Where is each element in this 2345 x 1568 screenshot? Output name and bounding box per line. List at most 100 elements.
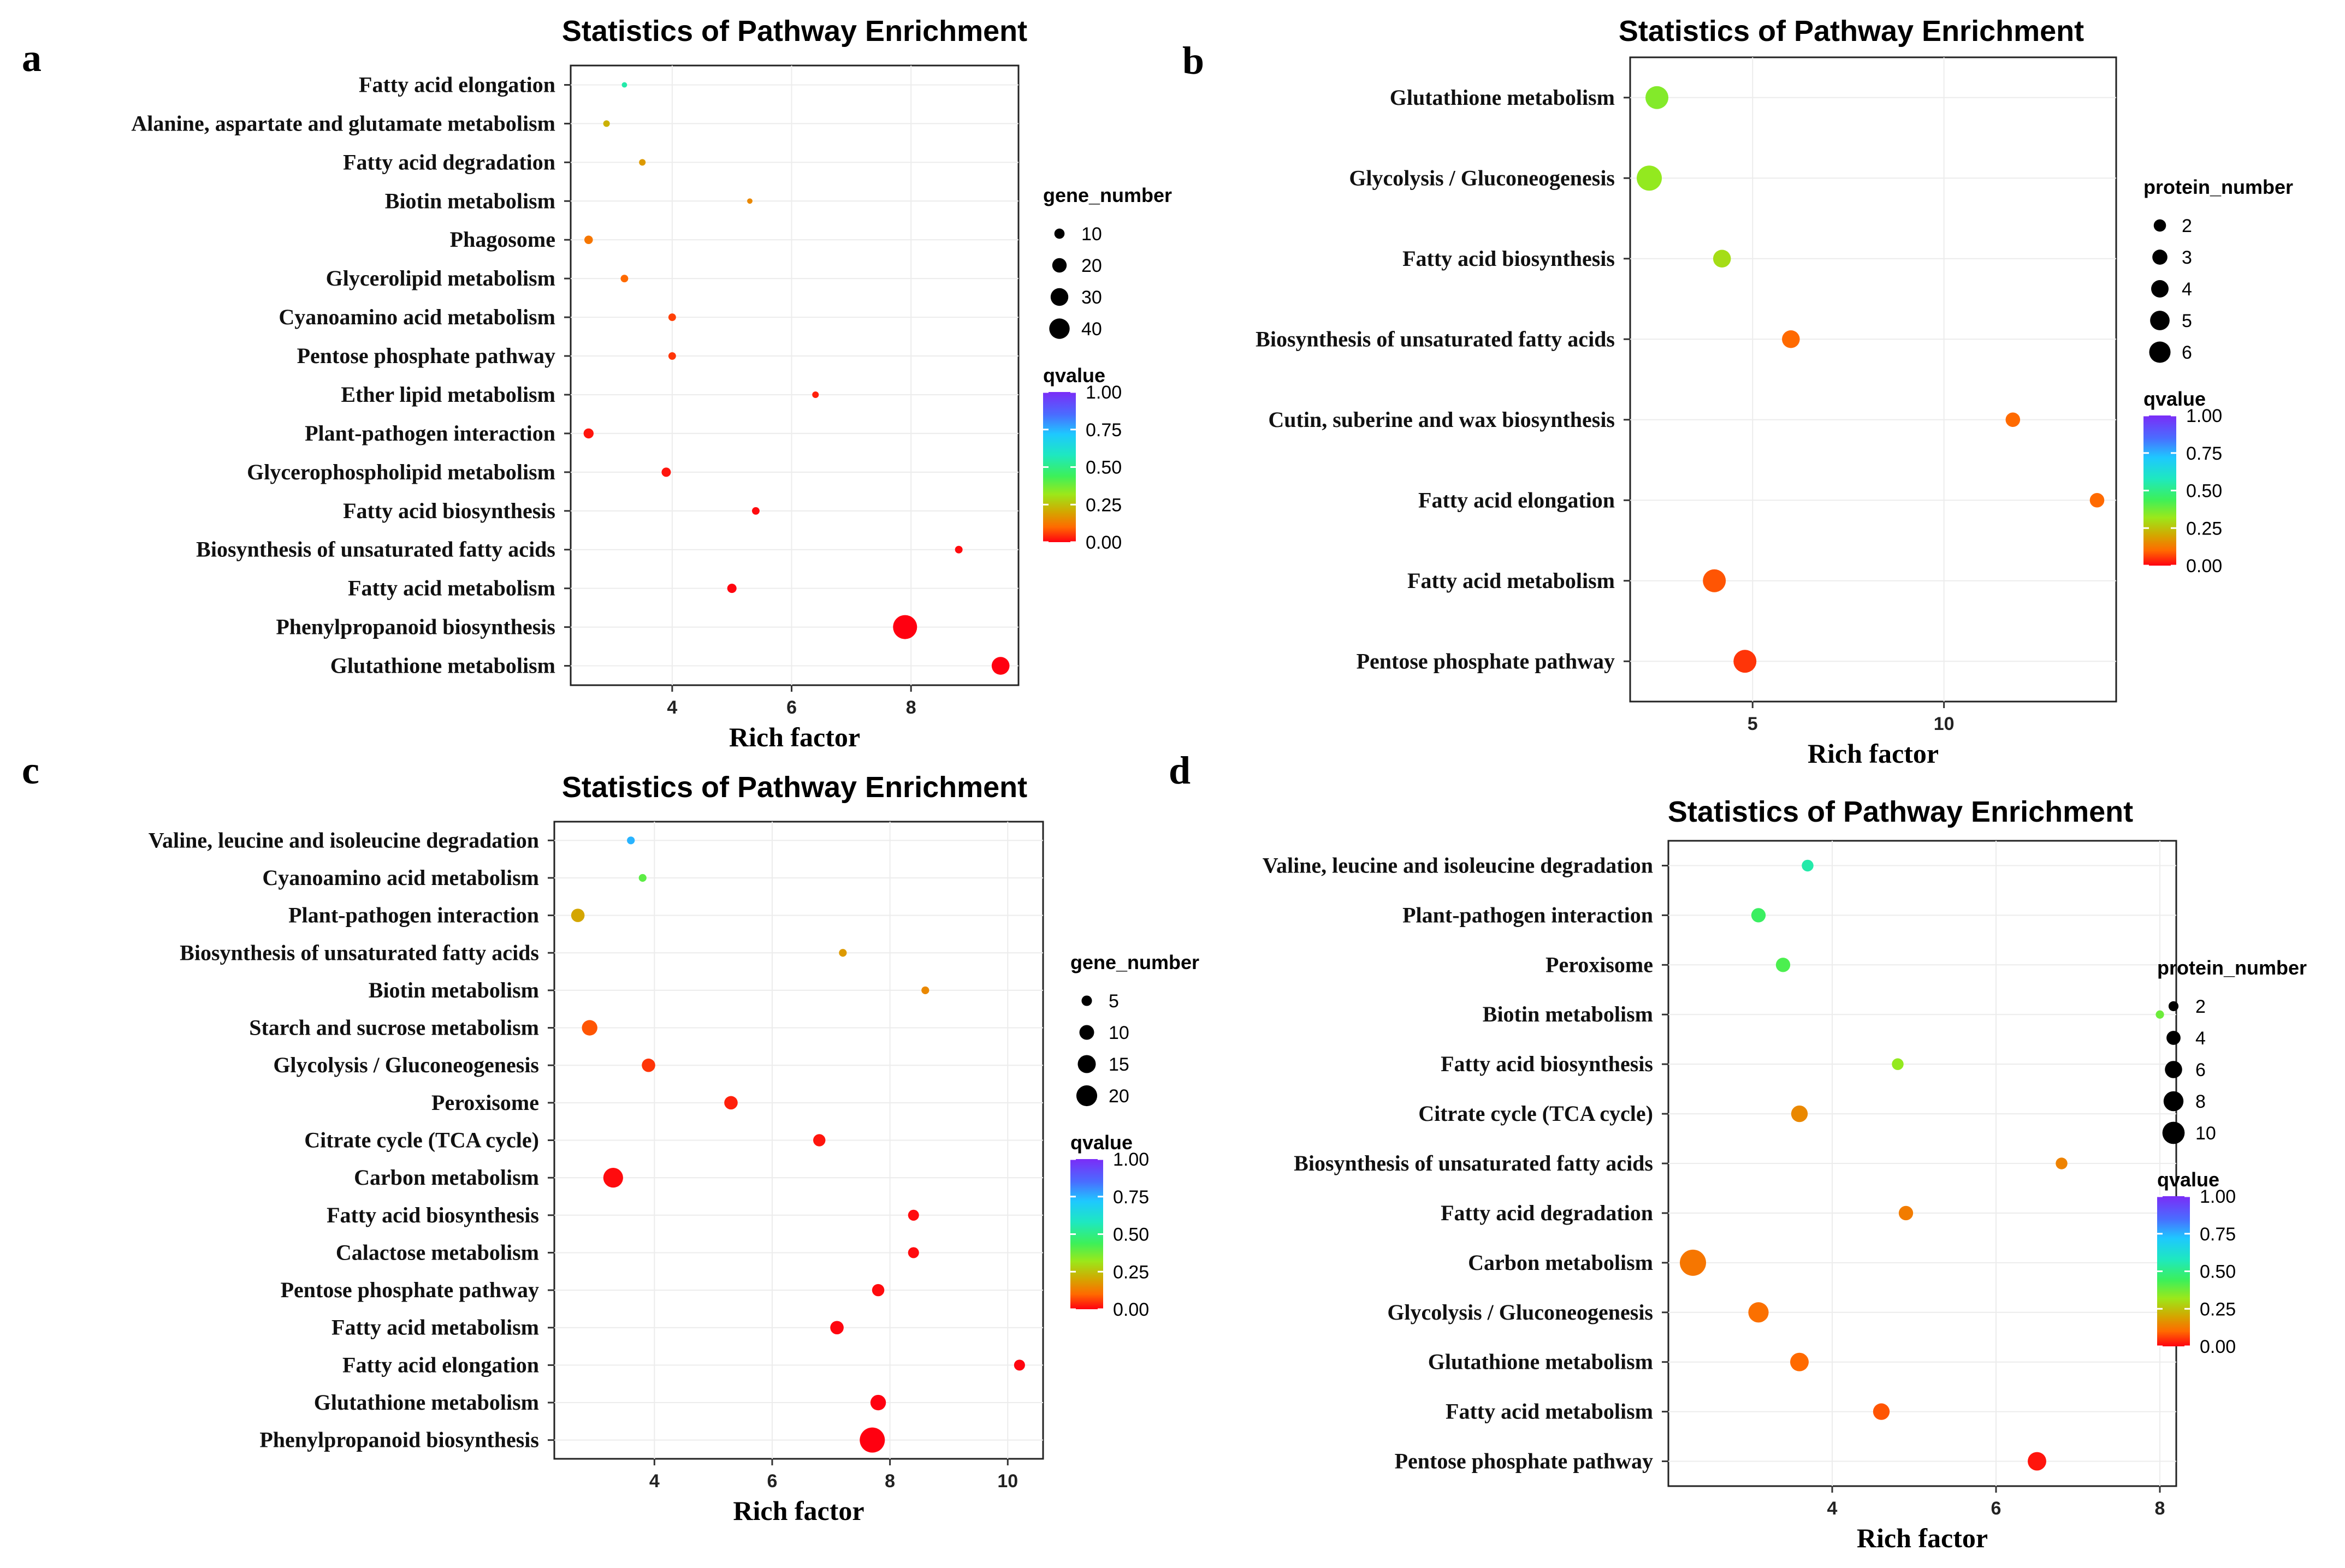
color-legend-label: 1.00 (1113, 1149, 1149, 1170)
size-legend-key (2149, 341, 2171, 363)
data-point (872, 1284, 885, 1297)
y-tick-label: Cyanoamino acid metabolism (262, 865, 539, 890)
y-tick-label: Biotin metabolism (385, 188, 555, 213)
data-point (2056, 1157, 2068, 1169)
x-axis-title: Rich factor (733, 1495, 864, 1526)
y-tick-label: Biosynthesis of unsaturated fatty acids (196, 537, 555, 562)
size-legend-key (2166, 1031, 2181, 1045)
y-tick-label: Fatty acid metabolism (1407, 568, 1615, 593)
data-point (668, 313, 676, 322)
y-tick-label: Glycolysis / Gluconeogenesis (1387, 1300, 1653, 1325)
color-legend-label: 0.50 (2200, 1262, 2236, 1282)
x-tick-label: 10 (1934, 714, 1955, 734)
color-legend-label: 0.25 (2200, 1299, 2236, 1320)
data-point (1775, 958, 1791, 972)
y-tick-label: Fatty acid metabolism (331, 1315, 539, 1340)
data-point (747, 198, 753, 204)
size-legend-key (2152, 250, 2168, 265)
data-point (1898, 1205, 1914, 1221)
data-point (908, 1209, 919, 1221)
chart-title: Statistics of Pathway Enrichment (562, 771, 1027, 804)
color-legend-label: 0.25 (1113, 1262, 1149, 1282)
y-tick-label: Cutin, suberine and wax biosynthesis (1268, 407, 1615, 432)
data-point (908, 1247, 919, 1258)
size-legend-label: 20 (1081, 256, 1102, 276)
data-point (860, 1427, 885, 1453)
data-point (1751, 908, 1766, 923)
panel-letter: c (22, 749, 39, 792)
size-legend-label: 20 (1109, 1086, 1129, 1107)
y-tick-label: Glutathione metabolism (330, 654, 555, 678)
size-legend-label: 2 (2195, 996, 2206, 1017)
y-tick-label: Ether lipid metabolism (341, 382, 555, 407)
x-axis-title: Rich factor (729, 722, 860, 752)
color-legend-label: 1.00 (2186, 406, 2222, 426)
data-point (1873, 1403, 1890, 1420)
panel-letter: a (22, 36, 42, 80)
y-tick-label: Pentose phosphate pathway (281, 1278, 539, 1302)
y-tick-label: Biosynthesis of unsaturated fatty acids (1294, 1151, 1653, 1175)
color-legend-label: 0.75 (2200, 1224, 2236, 1245)
data-point (2155, 1010, 2164, 1019)
data-point (621, 82, 627, 88)
size-legend-key (1076, 1085, 1098, 1107)
y-tick-label: Glycolysis / Gluconeogenesis (273, 1053, 539, 1077)
plot-area (1629, 56, 2117, 703)
color-legend-label: 0.50 (2186, 481, 2222, 502)
color-legend-title: qvalue (1043, 364, 1105, 387)
color-legend-label: 0.00 (2200, 1337, 2236, 1357)
data-point (1790, 1352, 1809, 1371)
size-legend-label: 4 (2195, 1028, 2206, 1049)
y-tick-label: Fatty acid elongation (359, 72, 555, 97)
size-legend-label: 10 (1081, 224, 1102, 245)
size-legend-key (2150, 311, 2170, 330)
data-point (1637, 165, 1662, 191)
data-point (812, 391, 819, 398)
size-legend-key (2153, 219, 2166, 232)
y-tick-label: Fatty acid elongation (342, 1352, 539, 1377)
color-legend-label: 0.00 (2186, 556, 2222, 577)
y-tick-label: Pentose phosphate pathway (1357, 649, 1615, 673)
size-legend-key (1077, 1055, 1096, 1073)
y-tick-label: Calactose metabolism (336, 1240, 539, 1264)
size-legend-key (1052, 258, 1067, 273)
y-tick-label: Biosynthesis of unsaturated fatty acids (180, 940, 539, 965)
data-point (921, 986, 929, 995)
data-point (603, 120, 610, 127)
data-point (1802, 859, 1814, 872)
data-point (727, 584, 737, 593)
y-tick-label: Fatty acid biosynthesis (327, 1203, 539, 1227)
x-tick-label: 6 (1991, 1498, 2001, 1519)
size-legend-key (1081, 995, 1092, 1006)
size-legend-title: gene_number (1070, 951, 1199, 973)
color-legend-title: qvalue (2143, 388, 2206, 410)
color-legend-label: 0.25 (2186, 518, 2222, 539)
y-tick-label: Glycerophospholipid metabolism (247, 460, 555, 484)
color-legend-label: 1.00 (1086, 382, 1122, 403)
data-point (1645, 86, 1669, 109)
x-tick-label: 10 (997, 1471, 1018, 1492)
y-tick-label: Fatty acid degradation (343, 150, 555, 174)
y-tick-label: Plant-pathogen interaction (305, 421, 555, 446)
data-point (991, 657, 1010, 675)
data-point (893, 615, 917, 639)
data-point (751, 507, 760, 515)
size-legend-title: protein_number (2157, 957, 2307, 979)
y-tick-label: Glycerolipid metabolism (326, 266, 555, 290)
data-point (1713, 250, 1731, 268)
y-tick-label: Citrate cycle (TCA cycle) (1418, 1101, 1653, 1126)
panel-c: c Statistics of Pathway Enrichment Valine,… (22, 749, 1199, 1526)
x-tick-label: 8 (2155, 1498, 2165, 1519)
data-point (668, 352, 676, 360)
x-tick-label: 4 (649, 1471, 660, 1492)
panel-letter: d (1169, 749, 1191, 792)
data-point (1782, 330, 1800, 348)
size-legend-label: 15 (1109, 1054, 1129, 1075)
data-point (603, 1168, 623, 1188)
size-legend-title: protein_number (2143, 176, 2293, 198)
y-tick-label: Glycolysis / Gluconeogenesis (1349, 165, 1615, 190)
color-legend-title: qvalue (1070, 1131, 1133, 1154)
size-legend-label: 2 (2182, 216, 2192, 236)
color-legend-label: 0.75 (1113, 1187, 1149, 1208)
size-legend-label: 3 (2182, 247, 2192, 268)
